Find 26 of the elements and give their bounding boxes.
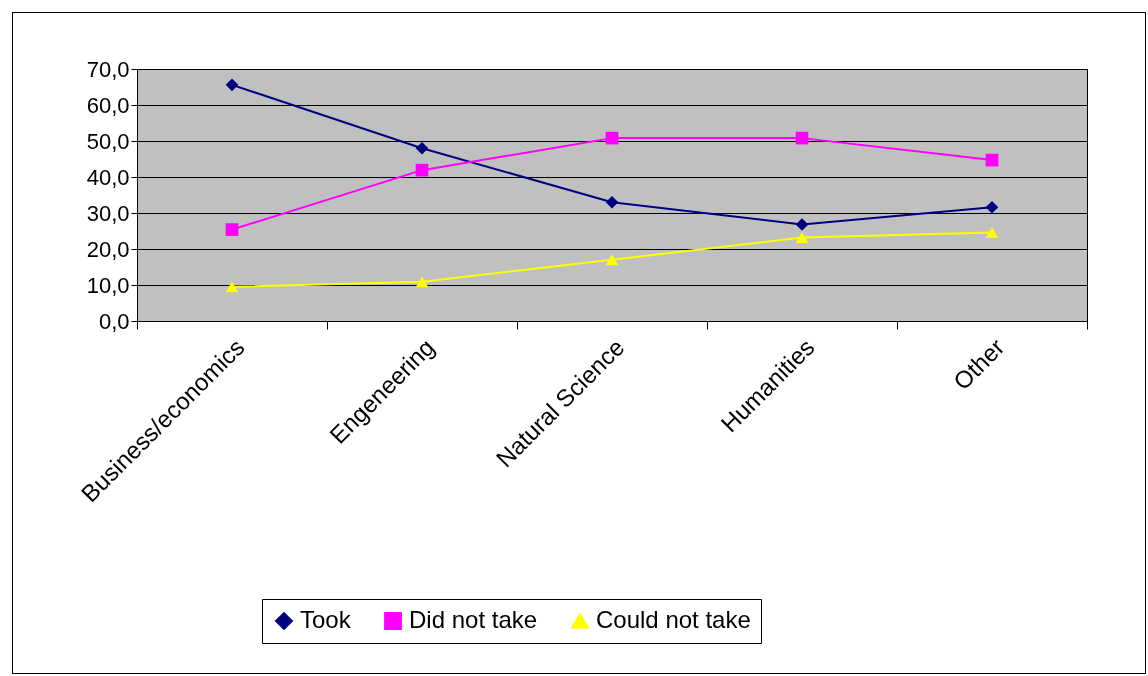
point [795,131,809,145]
y-tick-label: 20,0 [86,236,130,262]
point [415,276,429,288]
point [985,200,999,214]
y-tick-label: 30,0 [86,200,130,226]
point [605,131,619,145]
point [985,226,999,238]
y-tick-label: 10,0 [86,272,130,298]
legend-label: Did not take [409,606,538,633]
point [605,195,619,209]
point [415,141,429,155]
y-tick-label: 0,0 [98,308,130,334]
point [225,281,239,293]
point [795,232,809,243]
y-tick-label: 50,0 [86,128,130,154]
point [985,153,999,167]
point [225,78,239,92]
y-tick-label: 60,0 [86,92,130,118]
point [225,223,239,236]
y-tick-label: 40,0 [86,164,130,190]
legend-label: Took [300,606,352,633]
point [415,163,429,177]
point [795,218,809,231]
y-tick-label: 70,0 [86,56,130,82]
point [605,254,619,266]
legend-label: Could not take [596,606,751,633]
